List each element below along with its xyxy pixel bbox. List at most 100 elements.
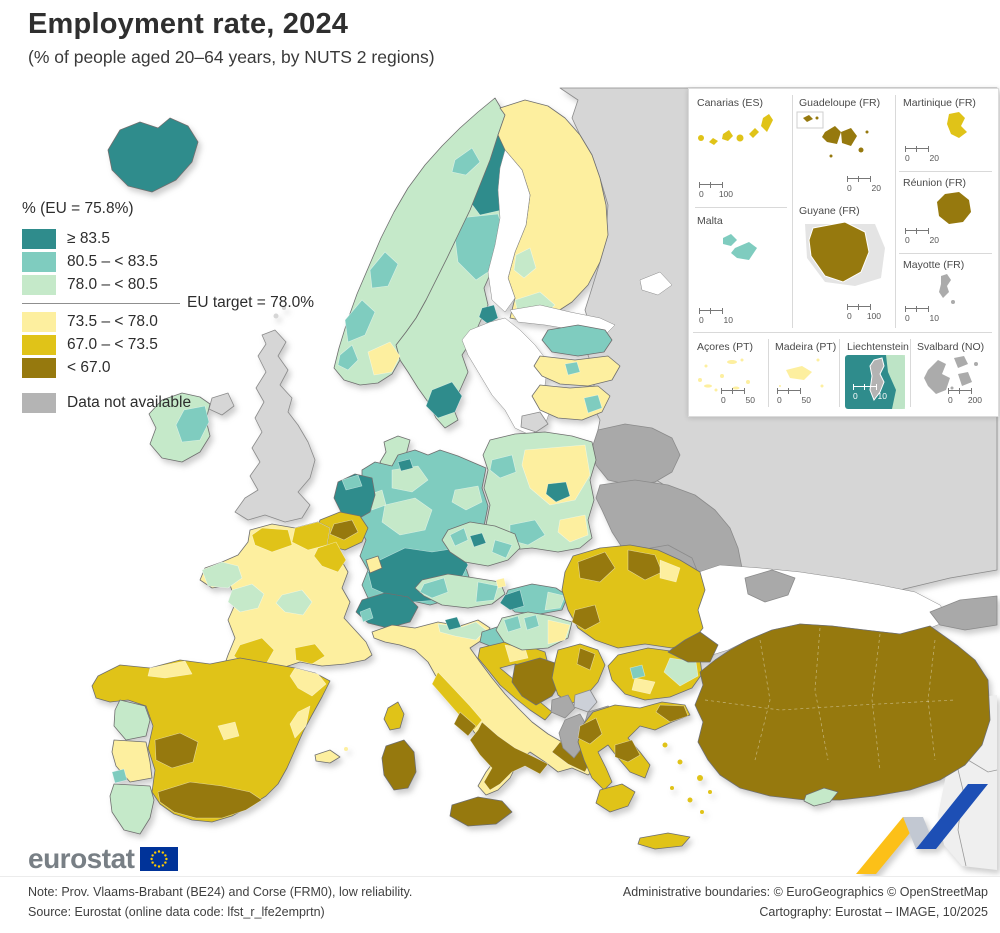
eu-target-row: EU target = 78.0%	[22, 294, 315, 311]
region-romania	[561, 544, 706, 649]
legend-label: < 67.0	[67, 358, 111, 376]
legend-swatch	[22, 311, 56, 332]
inset-guadeloupe: Guadeloupe (FR) 0 20	[793, 93, 893, 197]
scale-ruler	[721, 388, 745, 394]
legend-class-5: < 67.0	[22, 356, 314, 379]
scale-ruler	[948, 388, 972, 394]
legend-no-data: Data not available	[22, 391, 314, 414]
page-subtitle: (% of people aged 20–64 years, by NUTS 2…	[28, 47, 435, 67]
guyane-shape	[805, 221, 885, 286]
legend-swatch	[22, 274, 56, 295]
malta-islands	[723, 234, 757, 260]
region-austria	[414, 573, 507, 609]
acores-islands	[698, 358, 750, 392]
region-hungary	[495, 611, 573, 651]
martinique-shape	[946, 112, 967, 138]
footnote-source: Source: Eurostat (online data code: lfst…	[28, 905, 325, 919]
map-legend: % (EU = 75.8%) ≥ 83.5 80.5 – < 83.5 78.0…	[22, 200, 314, 414]
region-turkey	[667, 623, 991, 801]
scale-ruler	[905, 146, 929, 152]
region-sicily	[449, 796, 513, 827]
region-cyprus	[803, 787, 839, 807]
scale-ruler	[777, 388, 801, 394]
region-spain	[91, 657, 348, 823]
region-slovakia	[499, 583, 569, 615]
inset-canarias: Canarias (ES) 0 100	[691, 93, 789, 203]
scale-ruler	[847, 304, 871, 310]
inset-svalbard: Svalbard (NO) 0 200	[911, 337, 994, 411]
page-title: Employment rate, 2024	[28, 8, 349, 40]
legend-label: 73.5 – < 78.0	[67, 312, 158, 330]
region-sardinia	[381, 739, 417, 791]
eurostat-logo-text: eurostat	[28, 843, 135, 874]
legend-label: ≥ 83.5	[67, 229, 110, 247]
inset-malta: Malta 0 10	[691, 211, 789, 329]
scale-ruler	[905, 306, 929, 312]
eu-target-label: EU target = 78.0%	[187, 294, 315, 311]
svalbard-shape	[923, 356, 978, 394]
region-greece	[577, 701, 721, 850]
legend-label: Data not available	[67, 393, 192, 411]
footer: eurostat Note: Prov. Vlaams-Brabant (BE2…	[0, 843, 1000, 933]
footnote-reliability: Note: Prov. Vlaams-Brabant (BE24) and Co…	[28, 885, 413, 899]
region-bosnia	[511, 657, 563, 706]
legend-swatch	[22, 357, 56, 378]
canarias-islands	[698, 114, 773, 145]
inset-guyane: Guyane (FR) 0 100	[793, 201, 893, 329]
scale-ruler	[699, 308, 723, 314]
legend-label: 67.0 – < 73.5	[67, 335, 158, 353]
inset-reunion: Réunion (FR) 0 20	[897, 173, 994, 251]
legend-swatch	[22, 392, 56, 413]
legend-class-3: 73.5 – < 78.0	[22, 310, 314, 333]
footnote-boundaries: Administrative boundaries: © EuroGeograp…	[622, 885, 988, 899]
region-serbia	[551, 643, 606, 705]
inset-martinique: Martinique (FR) 0 20	[897, 93, 994, 169]
region-portugal	[109, 699, 155, 835]
eu-target-line	[22, 302, 180, 304]
region-switzerland	[355, 592, 419, 629]
region-crimea	[744, 569, 796, 603]
legend-swatch	[22, 251, 56, 272]
scale-ruler	[853, 384, 877, 390]
legend-class-1: 80.5 – < 83.5	[22, 250, 314, 273]
madeira-islands	[779, 358, 824, 388]
region-corsica	[383, 701, 405, 731]
guadeloupe-islands	[796, 111, 869, 158]
region-france	[199, 521, 373, 679]
legend-label: 78.0 – < 80.5	[67, 275, 158, 293]
image-ribbon-logo	[856, 784, 988, 874]
legend-label: 80.5 – < 83.5	[67, 252, 158, 270]
footnote-cartography: Cartography: Eurostat – IMAGE, 10/2025	[759, 905, 988, 919]
region-luxembourg	[365, 555, 383, 574]
legend-class-4: 67.0 – < 73.5	[22, 333, 314, 356]
inset-liechtenstein: Liechtenstein 0 10	[841, 337, 909, 411]
region-iceland	[107, 117, 199, 193]
region-estonia	[541, 324, 613, 357]
region-netherlands	[333, 473, 376, 521]
inset-acores: Açores (PT) 0 50	[691, 337, 767, 411]
scale-ruler	[699, 182, 723, 188]
legend-swatch	[22, 228, 56, 249]
region-norway	[333, 97, 506, 386]
region-montenegro	[550, 694, 576, 719]
scale-ruler	[847, 176, 871, 182]
region-bulgaria	[607, 647, 703, 701]
region-ireland	[148, 392, 211, 463]
region-italy	[371, 616, 601, 796]
region-kosovo	[573, 689, 598, 713]
legend-swatch	[22, 334, 56, 355]
legend-title: % (EU = 75.8%)	[22, 200, 134, 217]
mayotte-shape	[938, 274, 955, 304]
inset-mayotte: Mayotte (FR) 0 10	[897, 255, 994, 329]
legend-class-2: 78.0 – < 80.5	[22, 273, 314, 296]
legend-class-0: ≥ 83.5	[22, 227, 314, 250]
scale-ruler	[905, 228, 929, 234]
inset-madeira: Madeira (PT) 0 50	[769, 337, 839, 411]
outermost-regions-panel: Canarias (ES) 0 100 Malta 0 10 Guadeloupe …	[688, 88, 999, 417]
region-czechia	[441, 521, 521, 567]
liechtenstein-shape	[845, 355, 905, 409]
region-caucasus	[929, 595, 998, 631]
region-lithuania	[531, 384, 611, 421]
region-poland	[482, 431, 597, 553]
